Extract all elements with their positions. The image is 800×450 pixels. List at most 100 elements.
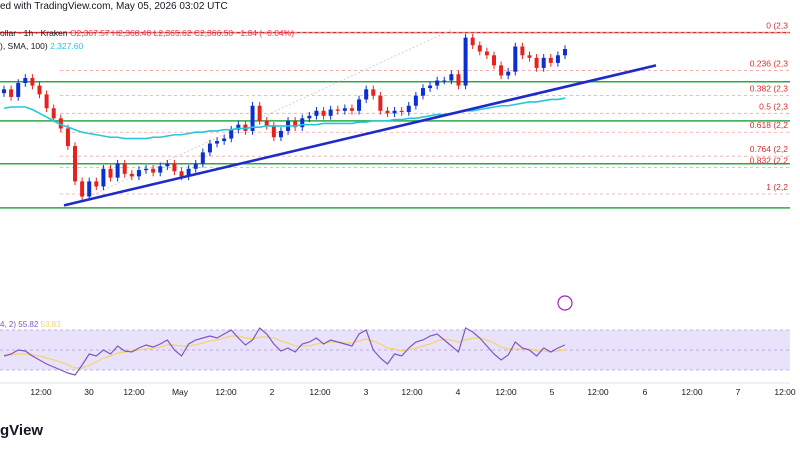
candle-body <box>328 109 333 116</box>
event-icon <box>557 295 573 311</box>
candle-body <box>136 170 141 177</box>
candle-body <box>470 37 475 46</box>
candle-body <box>278 130 283 138</box>
candle-body <box>435 80 440 86</box>
fib-level-label: 0.832 (2,2 <box>750 156 789 166</box>
candle-body <box>406 105 411 113</box>
candle-body <box>506 71 511 76</box>
fib-level-label: 0.618 (2,2 <box>750 120 789 130</box>
candle-body <box>51 108 56 119</box>
fib-level-label: 0.382 (2,3 <box>750 84 789 94</box>
candle-body <box>463 37 468 86</box>
rsi-line <box>3 327 566 376</box>
fib-diagonal <box>89 29 452 197</box>
fib-level-label: 1 (2,2 <box>766 182 788 192</box>
candle-body <box>342 108 347 111</box>
candle-body <box>307 115 312 119</box>
candle-body <box>101 168 106 187</box>
candle-body <box>484 51 489 56</box>
candle-body <box>172 163 177 172</box>
candle-body <box>236 124 241 130</box>
x-tick-label: 12:00 <box>681 387 703 397</box>
x-tick-label: 12:00 <box>123 387 145 397</box>
rsi-ma-line <box>4 335 566 369</box>
candle-body <box>165 163 170 167</box>
candle-body <box>264 120 269 126</box>
change-value: −1.04 (−0.04%) <box>235 28 295 38</box>
rsi-ma-value: 53.83 <box>40 320 61 329</box>
candle-body <box>37 85 42 95</box>
candle-body <box>271 125 276 138</box>
candle-body <box>491 55 496 66</box>
candle-body <box>371 89 376 96</box>
candle-body <box>293 120 298 128</box>
candle-body <box>349 108 354 111</box>
candle-body <box>541 57 546 68</box>
candle-body <box>513 46 518 72</box>
candle-body <box>129 173 134 177</box>
candle-body <box>385 110 390 114</box>
x-tick-label: 30 <box>84 387 94 397</box>
x-tick-label: 3 <box>364 387 369 397</box>
x-tick-label: 6 <box>643 387 648 397</box>
sma-value: 2,327.60 <box>50 41 84 51</box>
rsi-legend: 4, 2) 55.82 53.83 <box>0 320 61 329</box>
x-tick-label: 4 <box>456 387 461 397</box>
candle-body <box>555 55 560 63</box>
candle-body <box>80 181 85 197</box>
candle-body <box>9 89 14 97</box>
high-value: H2,368.40 <box>112 28 152 38</box>
candle-body <box>94 181 99 187</box>
candle-body <box>563 49 567 56</box>
candle-body <box>250 105 255 131</box>
candle-body <box>108 168 113 178</box>
x-tick-label: 7 <box>736 387 741 397</box>
fib-level-label: 0.764 (2,2 <box>750 144 789 154</box>
x-tick-label: 12:00 <box>215 387 237 397</box>
rsi-label: 4, 2) <box>0 320 17 329</box>
header-text: ed with TradingView.com, May 05, 2026 03… <box>0 1 228 12</box>
candle-body <box>215 141 220 144</box>
sma-line <box>3 97 566 140</box>
x-tick-label: 5 <box>550 387 555 397</box>
sma-legend: ), SMA, 100) 2,327.60 <box>0 41 83 51</box>
candle-body <box>392 110 397 114</box>
candle-body <box>300 118 305 128</box>
x-tick-label: 12:00 <box>774 387 796 397</box>
candle-body <box>193 163 198 169</box>
candle-body <box>456 74 461 86</box>
candle-body <box>30 78 35 86</box>
candle-body <box>428 85 433 89</box>
candle-body <box>527 55 532 58</box>
x-tick-label: 12:00 <box>495 387 517 397</box>
rsi-value: 55.82 <box>18 320 39 329</box>
candle-body <box>364 89 369 100</box>
rsi-band <box>0 330 790 370</box>
low-value: L2,365.62 <box>153 28 192 38</box>
candle-body <box>335 109 340 111</box>
x-tick-label: 12:00 <box>30 387 52 397</box>
trendline <box>63 64 657 207</box>
ohlc-legend: ollar · 1h · Kraken O2,367.57 H2,368.40 … <box>0 28 294 38</box>
candle-body <box>229 129 234 139</box>
close-value: C2,366.50 <box>193 28 234 38</box>
candle-body <box>115 163 120 178</box>
candle-body <box>16 83 21 97</box>
candle-body <box>420 88 425 96</box>
candle-body <box>378 95 383 111</box>
candle-body <box>207 143 212 153</box>
candle-body <box>399 110 404 113</box>
tradingview-logo: gView <box>0 422 44 439</box>
candle-body <box>44 94 49 109</box>
candle-body <box>357 99 362 111</box>
candle-body <box>520 46 525 56</box>
candle-body <box>87 181 92 197</box>
x-tick-label: May <box>172 387 189 397</box>
x-tick-label: 12:00 <box>401 387 423 397</box>
candle-body <box>499 65 504 76</box>
candle-body <box>442 80 447 82</box>
symbol-label: ollar · 1h · Kraken <box>0 28 68 38</box>
x-tick-label: 12:00 <box>309 387 331 397</box>
candle-body <box>2 89 6 94</box>
candle-body <box>200 152 205 164</box>
